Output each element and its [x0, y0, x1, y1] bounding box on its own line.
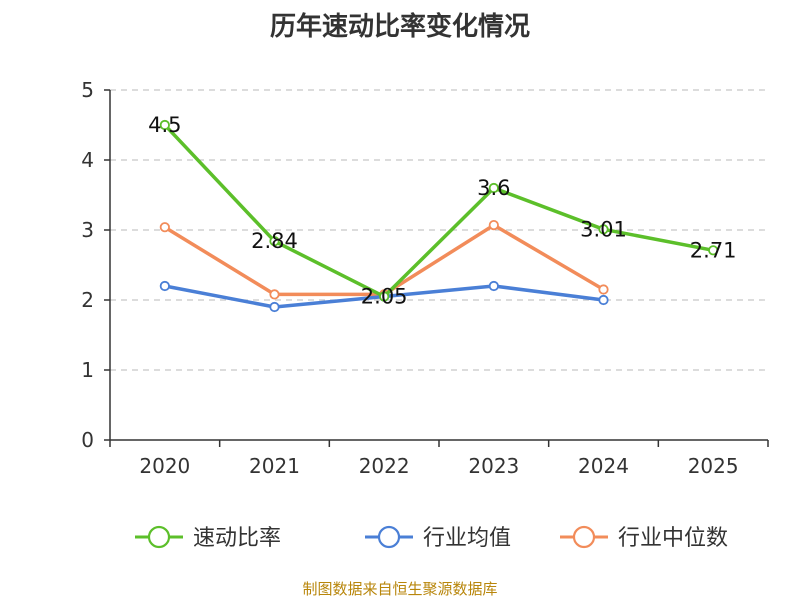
- data-label: 2.71: [690, 238, 737, 262]
- data-label: 2.05: [361, 285, 408, 309]
- chart-title: 历年速动比率变化情况: [269, 12, 530, 42]
- data-label: 3.01: [580, 217, 627, 241]
- source-note: 制图数据来自恒生聚源数据库: [302, 580, 498, 598]
- data-point: [269, 236, 280, 247]
- legend-entry: 行业均值: [423, 526, 511, 551]
- data-point: [269, 289, 280, 300]
- data-label: 2.84: [251, 229, 298, 253]
- y-tick-label: 4: [81, 148, 94, 172]
- legend-entry: 速动比率: [193, 526, 281, 551]
- data-point: [708, 245, 719, 256]
- data-point: [379, 291, 390, 302]
- x-tick-label: 2022: [359, 454, 410, 478]
- x-tick-label: 2021: [249, 454, 300, 478]
- series-line-0: [163, 123, 714, 299]
- x-tick-label: 2020: [139, 454, 190, 478]
- y-tick-label: 1: [81, 358, 94, 382]
- data-point: [159, 280, 170, 292]
- legend-marker: [147, 525, 171, 549]
- data-point: [488, 280, 499, 292]
- y-tick-label: 5: [81, 78, 94, 102]
- data-point: [488, 182, 499, 194]
- data-point: [488, 220, 499, 231]
- data-point: [598, 294, 609, 306]
- x-tick-label: 2023: [468, 454, 519, 478]
- data-point: [269, 301, 280, 313]
- data-label: 4.5: [148, 113, 181, 137]
- x-tick-label: 2025: [688, 454, 739, 478]
- y-tick-label: 0: [81, 428, 94, 452]
- y-tick-label: 3: [81, 218, 94, 242]
- data-point: [598, 284, 609, 295]
- y-tick-label: 2: [81, 288, 94, 312]
- legend-marker: [377, 525, 401, 549]
- x-tick-label: 2024: [578, 454, 629, 478]
- legend-marker: [572, 525, 596, 549]
- data-label: 3.6: [477, 176, 510, 200]
- data-point: [598, 224, 609, 235]
- data-point: [159, 119, 170, 131]
- legend-entry: 行业中位数: [618, 526, 728, 551]
- data-point: [159, 222, 170, 233]
